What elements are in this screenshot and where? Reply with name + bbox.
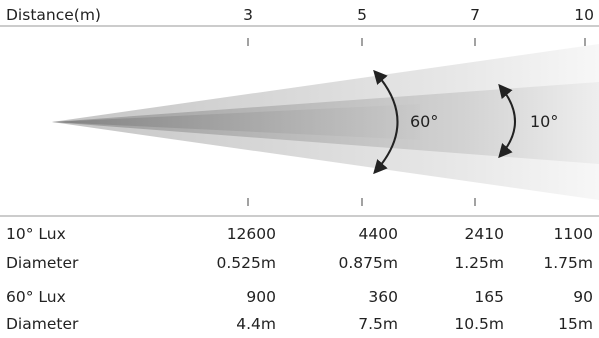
wide-angle-label: 60° — [410, 112, 439, 131]
cell: 7.5m — [358, 315, 398, 333]
row-label: 10° Lux — [6, 225, 66, 243]
distance-ticks — [247, 38, 586, 206]
narrow-angle-label: 10° — [530, 112, 559, 131]
beam-core — [52, 104, 420, 140]
distance-10: 10 — [574, 6, 594, 24]
cell: 1.75m — [543, 254, 593, 272]
row-label: Diameter — [6, 315, 79, 333]
cell: 1.25m — [454, 254, 504, 272]
distance-5: 5 — [357, 6, 367, 24]
cell: 360 — [368, 288, 398, 306]
row-label: Diameter — [6, 254, 79, 272]
narrow-angle-arrow — [498, 83, 516, 159]
cell: 0.875m — [338, 254, 398, 272]
cell: 0.525m — [216, 254, 276, 272]
cell: 90 — [573, 288, 593, 306]
cell: 2410 — [464, 225, 504, 243]
distance-label: Distance(m) — [6, 6, 101, 24]
cell: 4400 — [358, 225, 398, 243]
wide-angle-arrow — [373, 69, 399, 175]
cell: 12600 — [226, 225, 276, 243]
cell: 165 — [474, 288, 504, 306]
row-label: 60° Lux — [6, 288, 66, 306]
cell: 10.5m — [454, 315, 504, 333]
cell: 900 — [246, 288, 276, 306]
cell: 15m — [558, 315, 593, 333]
cell: 1100 — [553, 225, 593, 243]
distance-3: 3 — [243, 6, 253, 24]
cell: 4.4m — [236, 315, 276, 333]
distance-7: 7 — [470, 6, 480, 24]
